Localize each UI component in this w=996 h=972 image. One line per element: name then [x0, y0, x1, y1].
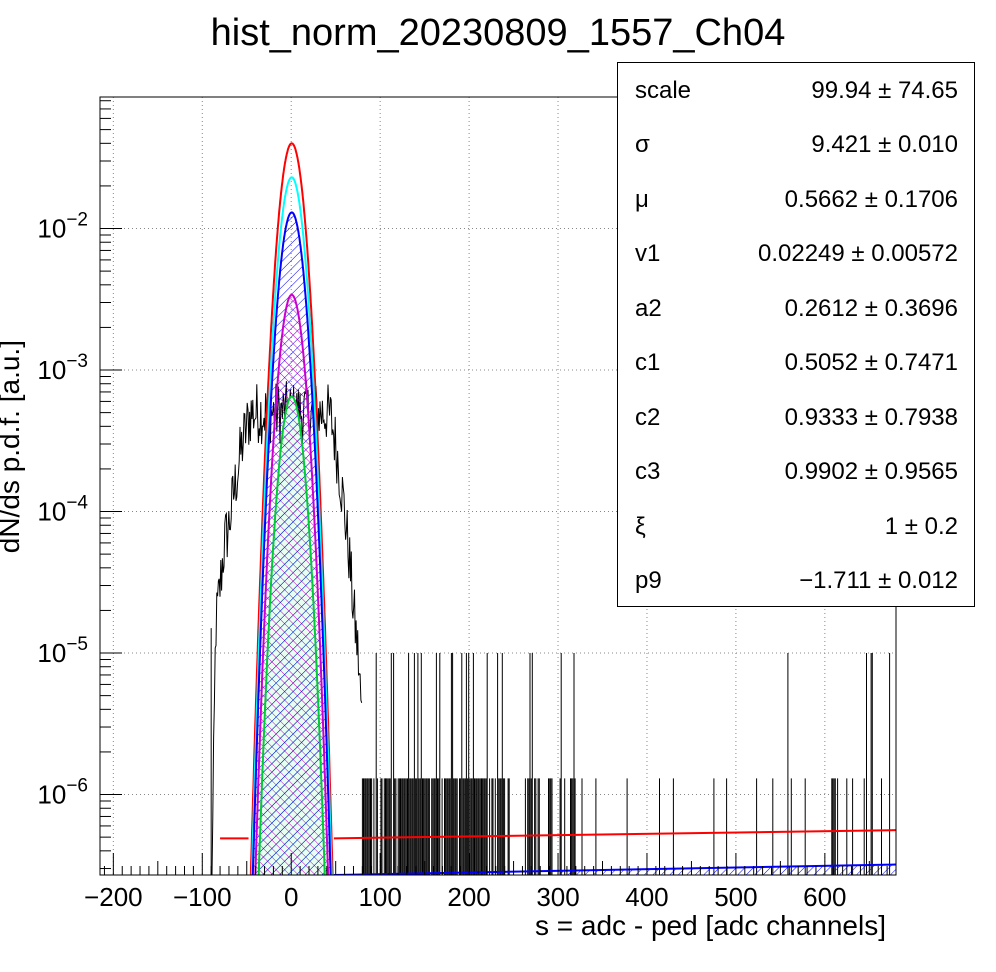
x-tick-label: 100 [358, 882, 401, 912]
x-tick-label: 400 [625, 882, 668, 912]
stat-row-p9: p9 −1.711 ± 0.012 [618, 567, 974, 607]
stat-name: μ [635, 186, 649, 213]
x-tick-label: 500 [714, 882, 757, 912]
stat-row-c2: c2 0.9333 ± 0.7938 [618, 404, 974, 444]
x-tick-label: −200 [84, 882, 143, 912]
x-axis-label: s = adc - ped [adc channels] [535, 910, 886, 941]
stat-value: 0.02249 ± 0.00572 [757, 240, 958, 267]
stat-name: v1 [635, 240, 661, 267]
stat-value: 0.5662 ± 0.1706 [784, 186, 958, 213]
y-tick-label: 10−4 [37, 493, 88, 527]
stat-row-scale: scale 99.94 ± 74.65 [618, 77, 974, 117]
stat-row-c1: c1 0.5052 ± 0.7471 [618, 349, 974, 389]
stat-value: 0.9333 ± 0.7938 [784, 404, 958, 431]
stat-row-xi: ξ 1 ± 0.2 [618, 513, 974, 553]
stat-value: 0.2612 ± 0.3696 [784, 295, 958, 322]
stat-name: c2 [635, 404, 661, 431]
x-tick-label: 0 [284, 882, 298, 912]
x-tick-label: −100 [173, 882, 232, 912]
stat-name: p9 [635, 567, 662, 594]
stat-row-a2: a2 0.2612 ± 0.3696 [618, 295, 974, 335]
stat-value: 1 ± 0.2 [884, 513, 958, 540]
stat-value: 9.421 ± 0.010 [811, 131, 958, 158]
stat-name: c1 [635, 349, 661, 376]
x-tick-label: 200 [447, 882, 490, 912]
fit-stats-box: scale 99.94 ± 74.65 σ 9.421 ± 0.010 μ 0.566… [617, 62, 975, 607]
x-tick-label: 600 [803, 882, 846, 912]
plot-data [210, 142, 896, 875]
stat-value: 99.94 ± 74.65 [811, 77, 958, 104]
stat-row-mu: μ 0.5662 ± 0.1706 [618, 186, 974, 226]
y-tick-label: 10−3 [37, 351, 88, 385]
stat-row-sigma: σ 9.421 ± 0.010 [618, 131, 974, 171]
series-fill [241, 212, 342, 875]
tick-labels: −200 −100 0 100 200 300 400 500 600 10−6 10−5 10−4 1… [37, 210, 846, 912]
series-line [249, 142, 334, 875]
series-background [333, 829, 896, 840]
stat-row-c3: c3 0.9902 ± 0.9565 [618, 458, 974, 498]
series-line [250, 176, 333, 875]
axis-ticks [100, 100, 897, 875]
series-line [257, 395, 326, 875]
stat-name: ξ [635, 513, 646, 540]
y-axis-label: dN/ds p.d.f. [a.u.] [0, 340, 25, 554]
stat-value: 0.5052 ± 0.7471 [784, 349, 958, 376]
y-tick-label: 10−2 [37, 210, 88, 244]
series-line [254, 293, 330, 875]
y-tick-label: 10−5 [37, 634, 88, 668]
stat-name: a2 [635, 295, 662, 322]
stat-name: c3 [635, 458, 661, 485]
y-tick-label: 10−6 [37, 776, 88, 810]
data-histogram-tail [361, 653, 891, 875]
stat-value: −1.711 ± 0.012 [799, 567, 958, 594]
stat-row-v1: v1 0.02249 ± 0.00572 [618, 240, 974, 280]
stat-value: 0.9902 ± 0.9565 [784, 458, 958, 485]
x-tick-label: 300 [536, 882, 579, 912]
series-line [251, 211, 332, 875]
stat-name: σ [635, 131, 650, 158]
stat-name: scale [635, 77, 692, 104]
chart-title: hist_norm_20230809_1557_Ch04 [210, 12, 786, 54]
